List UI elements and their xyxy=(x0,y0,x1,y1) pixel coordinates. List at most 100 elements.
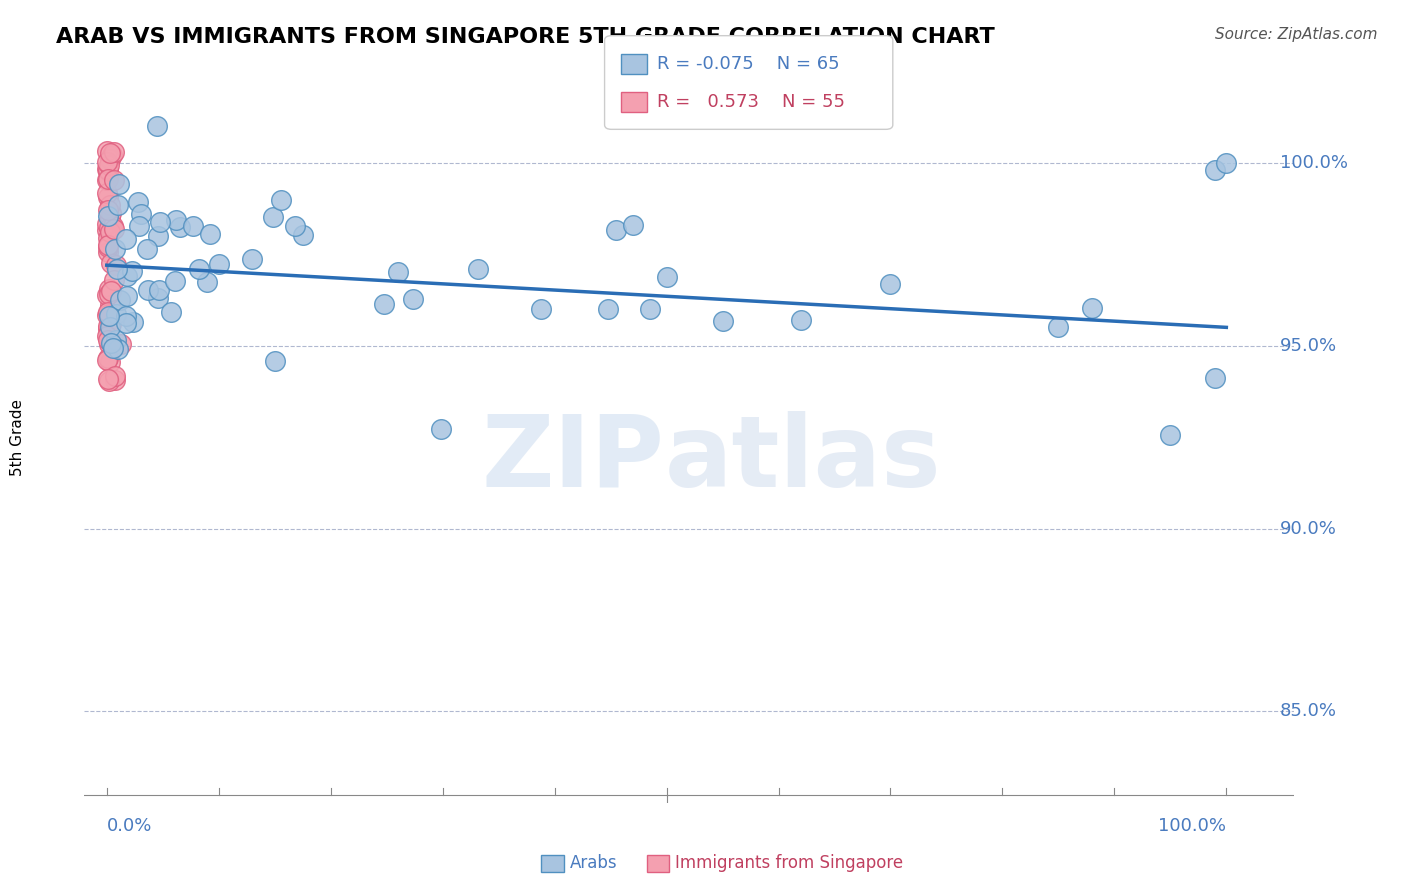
Point xyxy=(1204,371,1226,385)
Point xyxy=(1215,156,1237,170)
Point xyxy=(596,301,619,316)
Point xyxy=(97,164,120,178)
Text: 85.0%: 85.0% xyxy=(1279,702,1337,721)
Point xyxy=(711,314,734,328)
Point xyxy=(103,273,125,287)
Text: Source: ZipAtlas.com: Source: ZipAtlas.com xyxy=(1215,27,1378,42)
Point xyxy=(96,173,118,187)
Point xyxy=(200,227,222,241)
Point xyxy=(655,270,678,285)
Point xyxy=(115,288,138,302)
Point xyxy=(148,283,170,297)
Text: R =   0.573    N = 55: R = 0.573 N = 55 xyxy=(657,93,845,111)
Point xyxy=(115,316,138,330)
Point xyxy=(97,305,120,319)
Point xyxy=(240,252,263,267)
Point xyxy=(97,244,120,259)
Point xyxy=(115,268,138,283)
Point xyxy=(105,262,128,277)
Point xyxy=(160,305,183,319)
Point xyxy=(98,309,121,323)
Text: R = -0.075    N = 65: R = -0.075 N = 65 xyxy=(657,55,839,73)
Point xyxy=(96,161,118,176)
Point xyxy=(96,288,118,302)
Point xyxy=(146,120,169,134)
Point xyxy=(98,220,121,235)
Text: 5th Grade: 5th Grade xyxy=(10,399,25,475)
Point xyxy=(105,307,128,321)
Point xyxy=(1159,428,1181,442)
Point xyxy=(169,219,191,234)
Point xyxy=(121,264,143,278)
Point xyxy=(605,223,627,237)
Point xyxy=(264,354,287,368)
Point xyxy=(96,328,118,343)
Point xyxy=(879,277,901,291)
Point xyxy=(97,333,120,347)
Point xyxy=(100,336,122,351)
Point xyxy=(97,203,120,218)
Point xyxy=(97,318,120,333)
Point xyxy=(103,173,125,187)
Text: Arabs: Arabs xyxy=(569,855,617,872)
Point xyxy=(128,219,150,234)
Point xyxy=(136,242,159,256)
Point xyxy=(97,351,120,365)
Text: 0.0%: 0.0% xyxy=(107,817,152,836)
Point xyxy=(100,317,122,331)
Point xyxy=(98,374,121,388)
Point xyxy=(97,163,120,178)
Point xyxy=(105,333,128,347)
Point xyxy=(97,231,120,245)
Point xyxy=(195,275,218,289)
Point xyxy=(1081,301,1104,315)
Point xyxy=(373,297,395,311)
Point xyxy=(98,282,121,296)
Point xyxy=(96,218,118,232)
Point xyxy=(96,309,118,323)
Point xyxy=(188,262,211,277)
Point xyxy=(467,261,489,276)
Point xyxy=(100,256,122,270)
Point xyxy=(97,172,120,186)
Point xyxy=(430,422,453,436)
Point xyxy=(96,353,118,368)
Point xyxy=(96,144,118,158)
Text: 100.0%: 100.0% xyxy=(1279,153,1348,172)
Point xyxy=(101,341,124,355)
Text: ARAB VS IMMIGRANTS FROM SINGAPORE 5TH GRADE CORRELATION CHART: ARAB VS IMMIGRANTS FROM SINGAPORE 5TH GR… xyxy=(56,27,995,46)
Point xyxy=(97,238,120,252)
Point xyxy=(96,222,118,236)
Point xyxy=(100,206,122,220)
Point xyxy=(790,312,813,326)
Point xyxy=(402,292,425,306)
Point xyxy=(165,274,187,288)
Point xyxy=(98,320,121,334)
Point xyxy=(103,221,125,235)
Text: ZIP: ZIP xyxy=(482,410,665,508)
Point xyxy=(100,220,122,235)
Point xyxy=(98,312,121,326)
Point xyxy=(270,193,292,207)
Point xyxy=(107,342,129,356)
Point xyxy=(100,211,122,225)
Text: Immigrants from Singapore: Immigrants from Singapore xyxy=(675,855,903,872)
Point xyxy=(98,198,121,212)
Point xyxy=(138,283,160,297)
Text: 90.0%: 90.0% xyxy=(1279,519,1337,538)
Point xyxy=(165,213,187,227)
Point xyxy=(108,293,131,307)
Point xyxy=(284,219,307,233)
Point xyxy=(208,257,231,271)
Point xyxy=(262,211,284,225)
Text: atlas: atlas xyxy=(665,410,942,508)
Point xyxy=(107,198,129,212)
Point xyxy=(98,158,121,172)
Point xyxy=(1047,320,1070,334)
Point xyxy=(98,225,121,239)
Point xyxy=(98,355,121,369)
Point xyxy=(181,219,204,234)
Point xyxy=(291,227,314,242)
Point xyxy=(148,229,170,244)
Text: 100.0%: 100.0% xyxy=(1159,817,1226,836)
